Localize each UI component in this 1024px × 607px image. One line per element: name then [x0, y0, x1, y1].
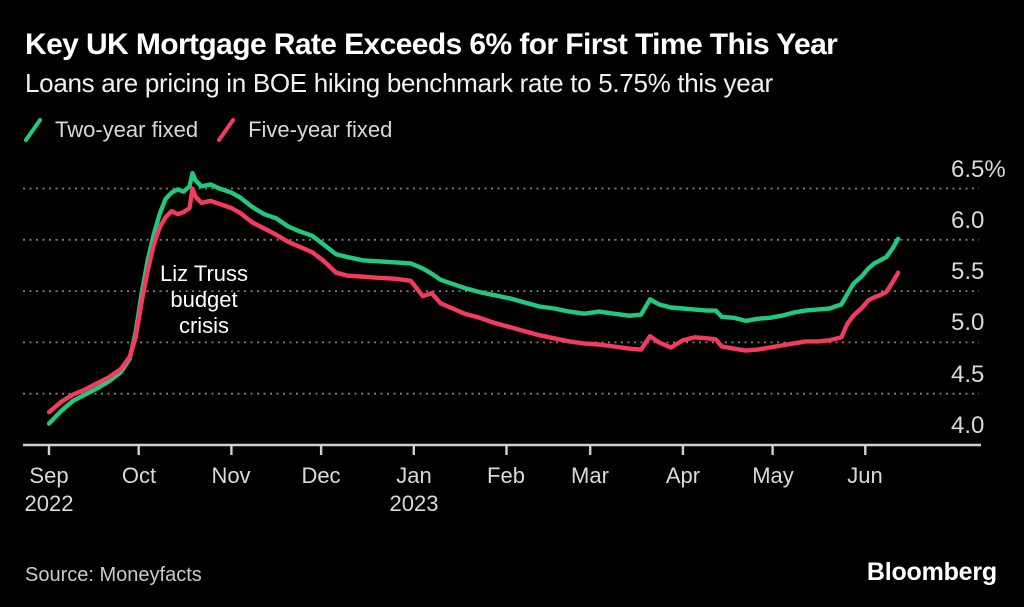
legend-item-five-year-fixed: Five-year fixed [216, 117, 392, 143]
legend: Two-year fixed Five-year fixed [23, 117, 392, 143]
y-axis-label-5: 5.0 [951, 309, 985, 336]
legend-slash-two-year [24, 118, 42, 142]
x-axis-label-jan: Jan [396, 463, 432, 488]
x-axis-label-may: May [752, 463, 794, 488]
x-axis-label-apr: Apr [665, 463, 701, 488]
bloomberg-logo: Bloomberg [866, 558, 997, 586]
legend-label-five-year: Five-year fixed [248, 117, 393, 142]
y-axis-label-6.5: 6.5% [951, 156, 1006, 183]
legend-item-two-year-fixed: Two-year fixed [23, 117, 198, 143]
x-axis-label-sep: Sep [29, 463, 69, 488]
x-axis-label-nov: Nov [211, 463, 251, 488]
y-axis-label-4: 4.0 [951, 412, 985, 439]
chart-title: Key UK Mortgage Rate Exceeds 6% for Firs… [25, 28, 838, 61]
annotation-liz-truss-budget-crisis: Liz Truss budget crisis [159, 261, 249, 338]
y-axis-label-6: 6.0 [951, 207, 985, 234]
source-label: Source: Moneyfacts [25, 564, 202, 586]
legend-label-two-year: Two-year fixed [55, 117, 199, 142]
legend-slash-five-year [217, 118, 236, 142]
series-line-five-year-fixed [46, 186, 901, 415]
x-axis-label-feb: Feb [487, 463, 525, 488]
x-axis-year-label-2022: 2022 [24, 491, 74, 516]
x-axis-label-jun: Jun [847, 463, 883, 488]
x-axis-year-label-2023: 2023 [389, 491, 439, 516]
legend-slash-icon [217, 118, 236, 142]
legend-slash-icon [24, 118, 42, 142]
chart-subtitle: Loans are pricing in BOE hiking benchmar… [25, 68, 773, 98]
x-axis-label-oct: Oct [121, 463, 157, 488]
series-line-two-year-fixed [46, 170, 901, 426]
y-axis-label-4.5: 4.5 [951, 361, 985, 388]
x-axis-label-mar: Mar [571, 463, 609, 488]
y-axis-label-5.5: 5.5 [951, 258, 985, 285]
x-axis-label-dec: Dec [301, 463, 341, 488]
